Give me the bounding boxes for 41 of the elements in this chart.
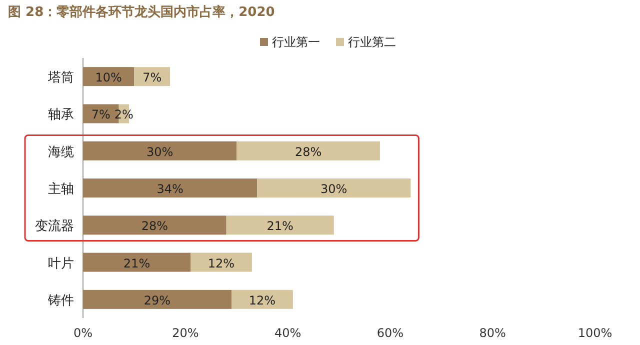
x-tick-label: 0% — [73, 326, 93, 340]
bar — [226, 216, 334, 235]
data-label: 34% — [156, 182, 184, 196]
y-tick-label: 变流器 — [35, 218, 74, 234]
data-label: 21% — [123, 256, 150, 270]
data-label: 7% — [142, 70, 162, 85]
y-tick-label: 海缆 — [48, 144, 74, 160]
bar — [257, 178, 411, 198]
x-tick-label: 60% — [376, 326, 404, 340]
data-label: 30% — [320, 182, 348, 196]
legend-label: 行业第一 — [272, 35, 320, 49]
y-tick-label: 铸件 — [47, 293, 74, 308]
legend-label: 行业第二 — [348, 35, 396, 49]
data-label: 28% — [141, 219, 168, 234]
data-label: 12% — [208, 256, 235, 270]
bar — [83, 216, 226, 235]
bar — [83, 252, 191, 272]
x-tick-label: 40% — [274, 326, 302, 340]
data-label: 10% — [95, 70, 122, 85]
x-tick-label: 20% — [172, 326, 199, 340]
bar — [231, 290, 293, 309]
chart-title: 图 28：零部件各环节龙头国内市占率，2020 — [8, 4, 275, 20]
y-tick-label: 轴承 — [48, 108, 74, 123]
y-tick-label: 叶片 — [48, 256, 74, 272]
data-label: 28% — [294, 144, 322, 159]
bar — [83, 290, 232, 309]
x-tick-label: 100% — [578, 326, 612, 340]
bar — [236, 141, 380, 160]
data-label: 30% — [146, 144, 174, 159]
bar — [134, 67, 170, 86]
bar — [190, 252, 252, 272]
data-label: 2% — [114, 108, 134, 122]
y-tick-label: 塔筒 — [47, 70, 74, 86]
data-label: 12% — [248, 293, 276, 308]
y-tick-label: 主轴 — [48, 181, 74, 197]
data-label: 21% — [266, 219, 294, 234]
bar — [83, 178, 258, 198]
bar — [83, 141, 237, 160]
x-tick-label: 80% — [479, 326, 506, 340]
data-label: 7% — [91, 108, 110, 122]
data-label: 29% — [144, 293, 171, 308]
